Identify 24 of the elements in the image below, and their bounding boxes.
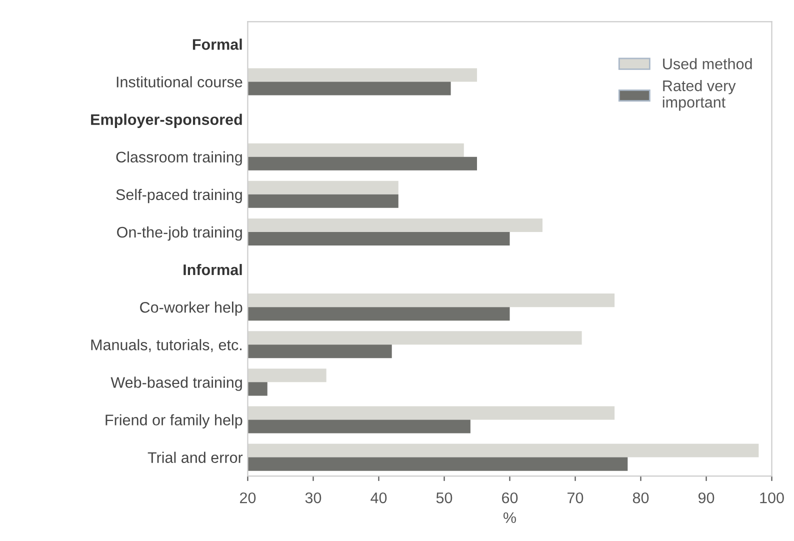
y-tick-label: Co-worker help bbox=[140, 302, 242, 316]
x-axis-title: % bbox=[504, 512, 516, 524]
x-tick-label: 80 bbox=[632, 492, 649, 504]
x-tick-label: 30 bbox=[305, 492, 322, 504]
x-tick-label: 90 bbox=[698, 492, 714, 504]
y-tick-label: Classroom training bbox=[116, 151, 242, 166]
y-tick-label: Informal bbox=[184, 264, 242, 276]
legend-label: Rated very important bbox=[662, 80, 736, 111]
y-tick-label: Web-based training bbox=[110, 376, 242, 391]
x-tick-label: 100 bbox=[760, 492, 784, 504]
x-tick-label: 60 bbox=[502, 492, 518, 504]
y-tick-label: On-the-job training bbox=[117, 226, 242, 241]
x-tick-label: 70 bbox=[568, 492, 584, 504]
y-tick-label: Employer-sponsored bbox=[91, 114, 242, 128]
legend-label: Used method bbox=[663, 58, 752, 70]
x-tick-label: 40 bbox=[370, 492, 387, 504]
y-tick-label: Self-paced training bbox=[116, 188, 242, 204]
x-tick-label: 50 bbox=[436, 492, 452, 504]
y-tick-label: Institutional course bbox=[116, 76, 242, 88]
x-tick-label: 20 bbox=[240, 492, 256, 504]
y-tick-label: Friend or family help bbox=[106, 414, 242, 428]
y-tick-label: Formal bbox=[192, 38, 242, 50]
y-tick-label: Manuals, tutorials, etc. bbox=[91, 339, 242, 352]
y-tick-label: Trial and error bbox=[148, 452, 243, 463]
